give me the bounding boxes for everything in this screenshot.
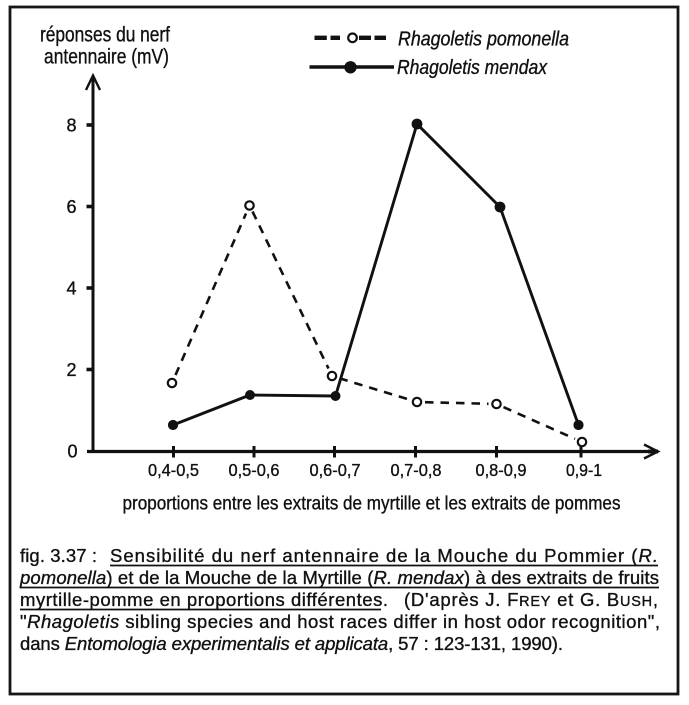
svg-text:pomonella) et de la Mouche de: pomonella) et de la Mouche de la Myrtill… xyxy=(19,567,659,588)
svg-text:dans Entomologia experimentali: dans Entomologia experimentalis et appli… xyxy=(20,633,563,654)
svg-text:0: 0 xyxy=(67,442,77,462)
svg-text:myrtille-pomme en proportions: myrtille-pomme en proportions différente… xyxy=(20,589,388,610)
svg-text:4: 4 xyxy=(66,279,76,299)
svg-text:0,6-0,7: 0,6-0,7 xyxy=(310,460,361,480)
svg-text:(D'après J. FREY et G. BUSH,: (D'après J. FREY et G. BUSH, xyxy=(404,589,658,610)
svg-text:Rhagoletis pomonella: Rhagoletis pomonella xyxy=(398,29,569,51)
svg-text:0,5-0,6: 0,5-0,6 xyxy=(229,460,280,480)
svg-text:0,8-0,9: 0,8-0,9 xyxy=(476,460,527,480)
svg-text:8: 8 xyxy=(66,116,76,136)
svg-text:antennaire (mV): antennaire (mV) xyxy=(44,46,169,69)
svg-text:2: 2 xyxy=(66,360,76,380)
svg-text:fig. 3.37 :: fig. 3.37 : xyxy=(20,545,97,566)
svg-text:6: 6 xyxy=(66,197,76,217)
svg-text:proportions entre les extraits: proportions entre les extraits de myrtil… xyxy=(123,494,621,515)
svg-text:"Rhagoletis sibling species an: "Rhagoletis sibling species and host rac… xyxy=(20,611,660,632)
svg-text:réponses du nerf: réponses du nerf xyxy=(40,24,170,47)
svg-text:0,7-0,8: 0,7-0,8 xyxy=(391,460,442,480)
svg-text:Sensibilité du nerf antennaire: Sensibilité du nerf antennaire de la Mou… xyxy=(110,545,658,566)
svg-text:0,4-0,5: 0,4-0,5 xyxy=(148,460,199,480)
svg-text:Rhagoletis mendax: Rhagoletis mendax xyxy=(397,57,548,79)
svg-text:0,9-1: 0,9-1 xyxy=(566,460,602,480)
